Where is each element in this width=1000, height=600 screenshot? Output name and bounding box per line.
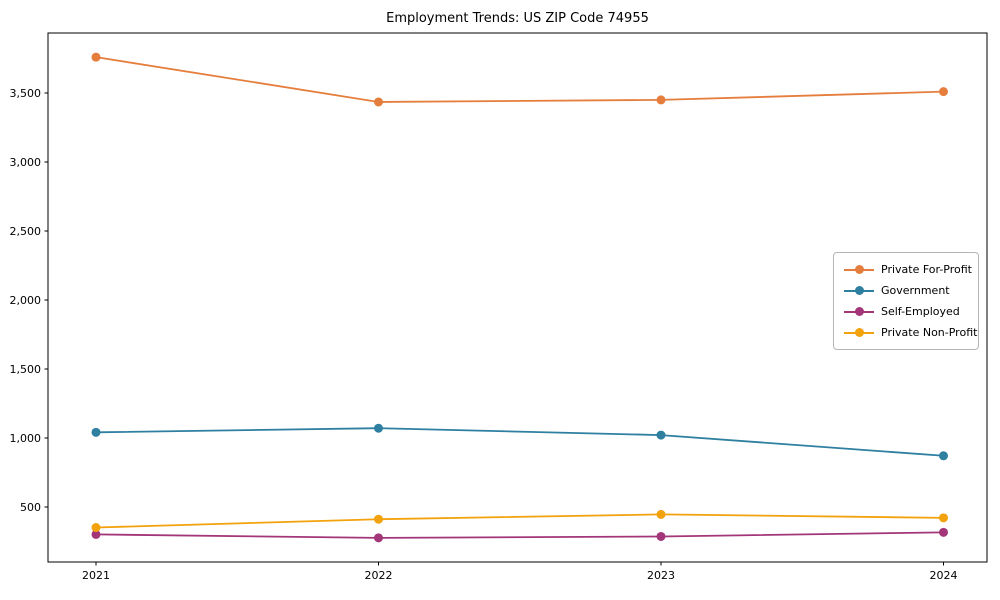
legend-label: Private Non-Profit (881, 326, 978, 339)
series-line-private-non-profit (95, 513, 945, 529)
legend-marker-icon (844, 265, 874, 275)
x-tick-label: 2024 (930, 569, 958, 582)
legend-marker-icon (844, 286, 874, 296)
data-point (656, 531, 666, 541)
data-point (939, 527, 948, 537)
legend-item-private-for-profit: Private For-Profit (834, 259, 978, 280)
legend: Private For-Profit Government Self-Emplo… (833, 252, 979, 350)
y-tick-label: 1,000 (10, 432, 42, 445)
y-tick-label: 500 (20, 501, 41, 514)
data-point (91, 529, 101, 539)
data-point (656, 509, 666, 519)
data-point (91, 427, 101, 437)
data-point (374, 514, 383, 524)
legend-marker-icon (844, 307, 874, 317)
x-tick-label: 2023 (647, 569, 675, 582)
legend-marker-icon (844, 328, 874, 338)
data-point (656, 95, 666, 105)
data-point (939, 451, 948, 461)
legend-item-self-employed: Self-Employed (834, 301, 978, 322)
y-tick-label: 2,500 (10, 225, 42, 238)
series-line-government (95, 427, 945, 457)
chart-title: Employment Trends: US ZIP Code 74955 (386, 11, 649, 26)
data-point (939, 87, 948, 97)
series-line-self-employed (95, 531, 945, 539)
y-tick-label: 2,000 (10, 294, 42, 307)
data-point (91, 52, 101, 62)
plot-border (47, 32, 988, 563)
data-point (939, 513, 948, 523)
y-tick-label: 3,500 (10, 87, 42, 100)
y-tick-label: 1,500 (10, 363, 42, 376)
x-tick-label: 2021 (82, 569, 110, 582)
data-point (374, 533, 383, 543)
legend-label: Government (881, 284, 950, 297)
y-tick-label: 3,000 (10, 156, 42, 169)
x-tick-label: 2022 (365, 569, 393, 582)
data-point (91, 523, 101, 533)
legend-item-private-non-profit: Private Non-Profit (834, 322, 978, 343)
legend-label: Self-Employed (881, 305, 960, 318)
series-line-private-for-profit (95, 56, 945, 103)
data-point (656, 430, 666, 440)
legend-item-government: Government (834, 280, 978, 301)
data-point (374, 423, 383, 433)
data-point (374, 97, 383, 107)
legend-label: Private For-Profit (881, 263, 972, 276)
